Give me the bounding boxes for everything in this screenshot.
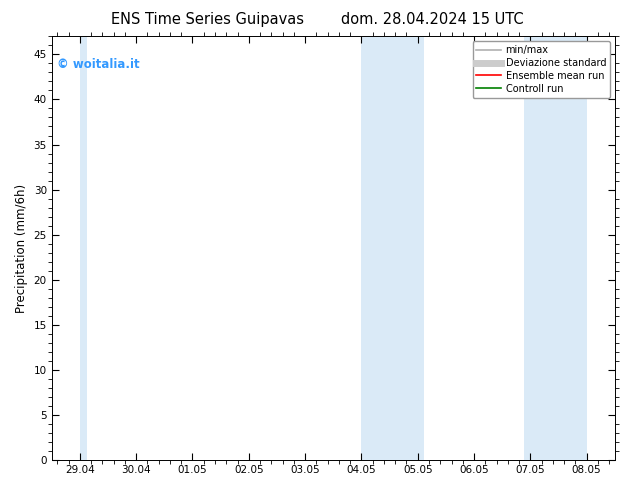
Bar — [80, 36, 87, 460]
Text: © woitalia.it: © woitalia.it — [57, 57, 140, 71]
Text: ENS Time Series Guipavas        dom. 28.04.2024 15 UTC: ENS Time Series Guipavas dom. 28.04.2024… — [111, 12, 523, 27]
Legend: min/max, Deviazione standard, Ensemble mean run, Controll run: min/max, Deviazione standard, Ensemble m… — [472, 41, 610, 98]
Bar — [361, 36, 425, 460]
Bar — [524, 36, 586, 460]
Y-axis label: Precipitation (mm/6h): Precipitation (mm/6h) — [15, 184, 28, 313]
